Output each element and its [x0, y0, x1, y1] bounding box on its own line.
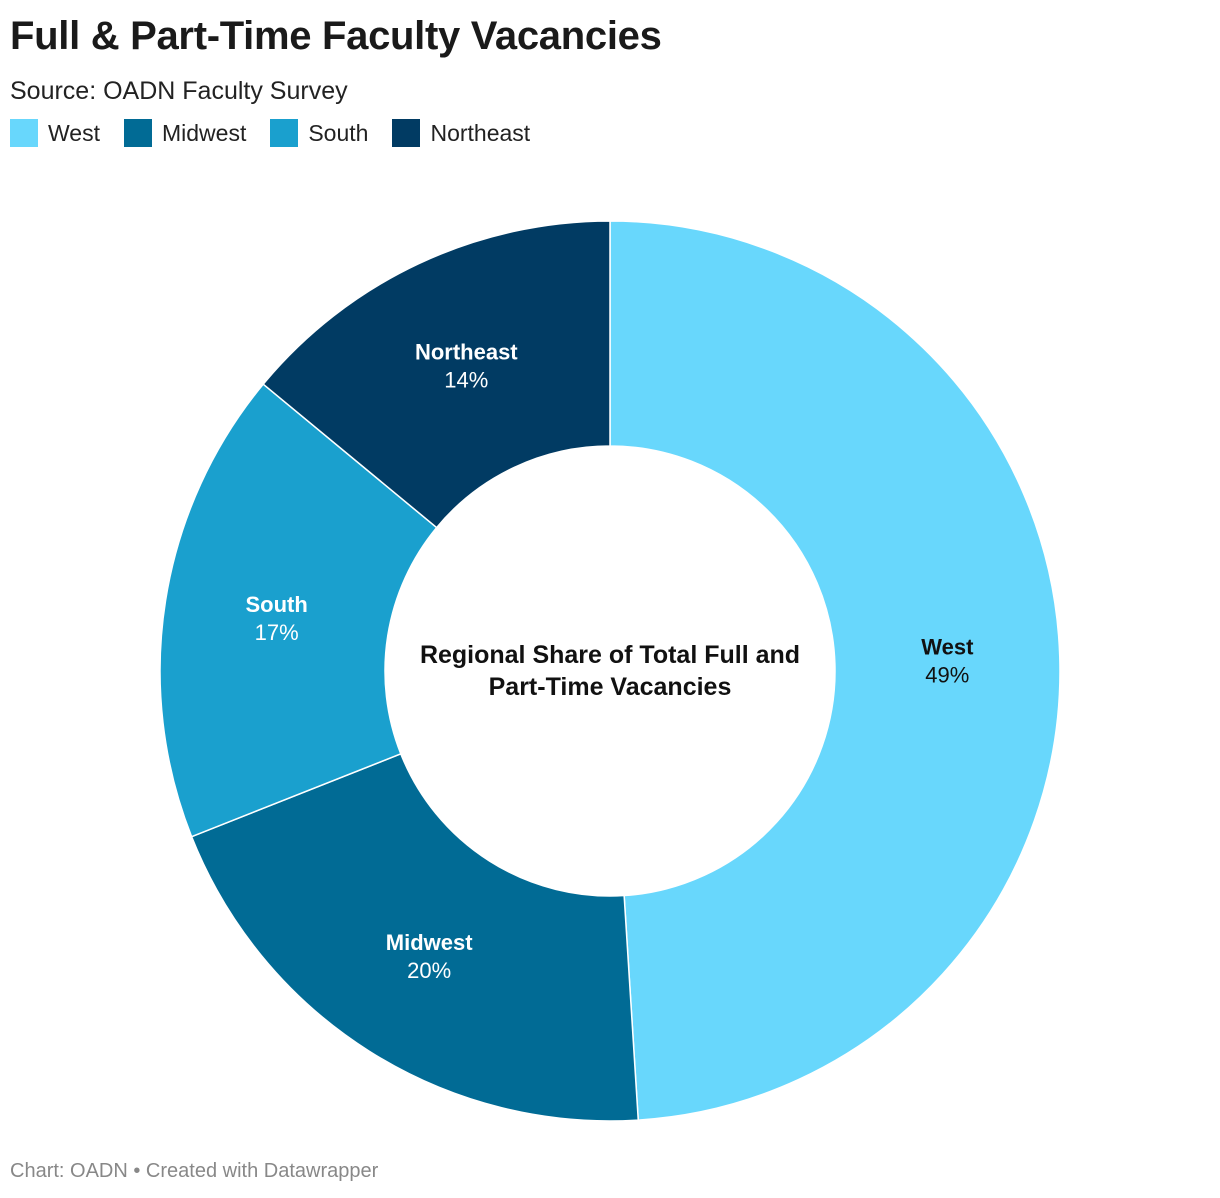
center-label: Regional Share of Total Full and Part-Tim… [420, 641, 800, 701]
legend-label-south: South [308, 119, 369, 146]
chart-title: Full & Part-Time Faculty Vacancies [10, 14, 662, 58]
slice-label-northeast: Northeast [415, 340, 518, 365]
chart-legend: West Midwest South Northeast [10, 116, 1210, 150]
slice-west [609, 220, 1061, 1121]
legend-swatch-midwest [123, 119, 152, 147]
legend-swatch-northeast [392, 119, 421, 147]
slice-value-south: 17% [255, 620, 299, 645]
legend-item-south: South [270, 119, 368, 147]
slice-south [159, 383, 438, 838]
slice-northeast [262, 220, 611, 529]
donut-chart-svg: West 49% Midwest 20% South 17% Northeast 14% Reg… [159, 220, 1061, 1122]
legend-item-midwest: Midwest [123, 119, 247, 147]
slice-value-midwest: 20% [407, 958, 451, 983]
slice-value-west: 49% [925, 662, 969, 687]
legend-label-midwest: Midwest [161, 119, 247, 146]
slice-midwest [190, 752, 640, 1122]
legend-swatch-south [270, 119, 299, 147]
slice-label-south: South [245, 592, 307, 617]
legend-item-west: West [10, 119, 100, 147]
donut-chart: West 49% Midwest 20% South 17% Northeast 14% Reg… [0, 180, 1220, 1140]
legend-label-west: West [48, 119, 100, 146]
center-label-line: Part-Time Vacancies [489, 673, 732, 701]
slice-value-northeast: 14% [444, 368, 488, 393]
slice-label-west: West [921, 634, 974, 659]
legend-swatch-west [10, 119, 38, 147]
legend-label-northeast: Northeast [430, 119, 531, 146]
center-label-line: Regional Share of Total Full and [420, 641, 800, 669]
chart-subtitle: Source: OADN Faculty Survey [10, 77, 348, 105]
slice-label-midwest: Midwest [386, 930, 473, 955]
chart-header: Full & Part-Time Faculty Vacancies Sourc… [10, 8, 1210, 150]
chart-footer: Chart: OADN • Created with Datawrapper [10, 1160, 379, 1182]
legend-item-northeast: Northeast [392, 119, 530, 147]
